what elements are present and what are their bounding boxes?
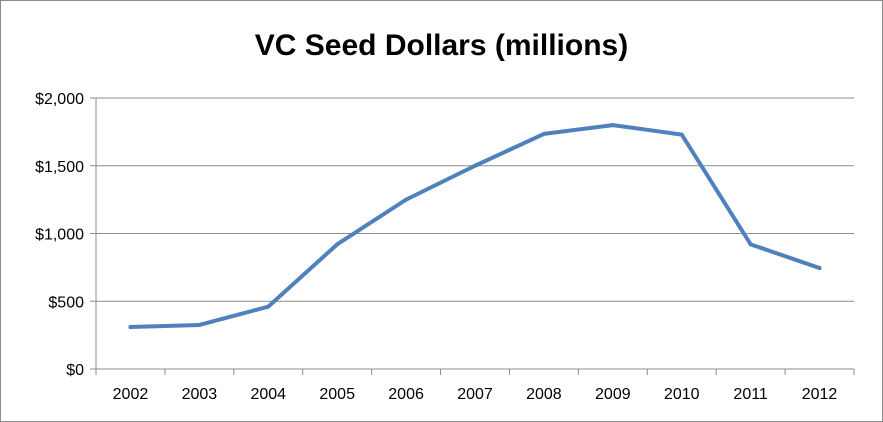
data-point	[679, 132, 684, 137]
x-tick-label: 2005	[319, 386, 355, 403]
series-layer	[128, 123, 822, 329]
x-tick-label: 2002	[113, 386, 149, 403]
x-axis-tick-labels: 2002 2003 2004 2005 2006 2007 2008 2009 2010 2011…	[113, 386, 838, 403]
x-tick-label: 2003	[182, 386, 218, 403]
x-tick-label: 2004	[250, 386, 286, 403]
gridlines	[96, 97, 854, 302]
data-point	[473, 163, 477, 168]
data-point	[541, 131, 546, 136]
y-tick-label: $500	[48, 294, 84, 311]
y-tick-label: $1,500	[35, 159, 84, 176]
x-tick-label: 2008	[526, 386, 562, 403]
x-tick-label: 2007	[457, 386, 493, 403]
data-point	[817, 266, 822, 271]
x-tick-label: 2011	[733, 386, 768, 403]
data-point	[128, 324, 133, 329]
x-tick-label: 2009	[595, 386, 631, 403]
data-point	[404, 197, 409, 202]
y-tick-label: $2,000	[35, 91, 84, 108]
x-tick-label: 2012	[802, 386, 838, 403]
chart-title: VC Seed Dollars (millions)	[254, 29, 629, 62]
data-point	[197, 322, 202, 327]
x-tick-label: 2006	[388, 386, 424, 403]
y-axis-tick-labels: $0 $500 $1,000 $1,500 $2,000	[35, 91, 84, 379]
x-tick-label: 2010	[664, 386, 700, 403]
y-tick-label: $0	[66, 362, 84, 379]
data-point	[748, 242, 753, 247]
series-line-0	[128, 123, 822, 329]
data-point	[610, 123, 615, 128]
axes	[90, 97, 855, 375]
data-point	[266, 304, 271, 309]
y-tick-label: $1,000	[35, 227, 84, 244]
data-point	[335, 242, 340, 247]
